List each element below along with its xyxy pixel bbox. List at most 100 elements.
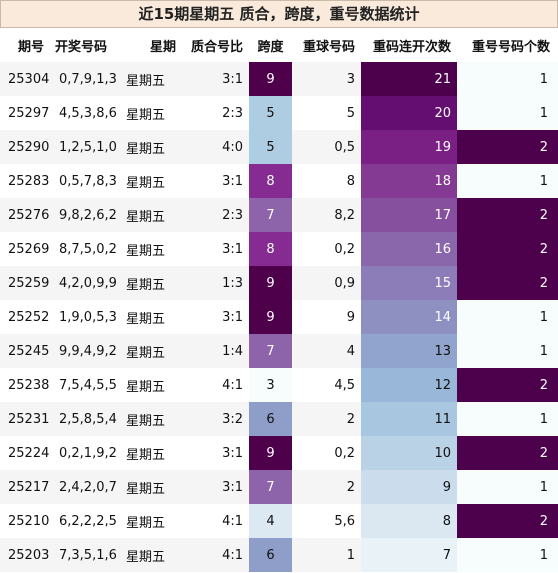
cell-count: 1 (457, 96, 558, 130)
cell-repeat: 5 (346, 105, 355, 121)
cell-span: 7 (249, 470, 292, 504)
table-row: 25304 0,7,9,1,3 星期五 3:1 9 3 21 1 (0, 62, 558, 96)
cell-ratio: 1:4 (180, 334, 249, 368)
cell-ratio: 4:1 (222, 513, 243, 529)
cell-issue: 25224 (8, 445, 50, 461)
cell-numbers: 9,8,2,6,2 (55, 198, 124, 232)
column-header-weekday: 星期 (124, 28, 180, 62)
cell-repeat: 1 (292, 538, 361, 572)
table-row: 25269 8,7,5,0,2 星期五 3:1 8 0,2 16 2 (0, 232, 558, 266)
cell-repeat: 8,2 (292, 198, 361, 232)
cell-ratio: 3:1 (180, 470, 249, 504)
table-row: 25245 9,9,4,9,2 星期五 1:4 7 4 13 1 (0, 334, 558, 368)
cell-repeat: 0,2 (334, 241, 355, 257)
table-row: 25290 1,2,5,1,0 星期五 4:0 5 0,5 19 2 (0, 130, 558, 164)
table-body: 25304 0,7,9,1,3 星期五 3:1 9 3 21 1 25297 4,5,3,8,6 星… (0, 62, 558, 572)
cell-numbers: 4,5,3,8,6 (59, 105, 117, 121)
cell-consecutive: 19 (361, 130, 457, 164)
table-row: 25276 9,8,2,6,2 星期五 2:3 7 8,2 17 2 (0, 198, 558, 232)
cell-numbers: 0,7,9,1,3 (55, 62, 124, 96)
table-row: 25224 0,2,1,9,2 星期五 3:1 9 0,2 10 2 (0, 436, 558, 470)
cell-weekday: 星期五 (126, 515, 166, 531)
cell-count: 1 (457, 62, 558, 96)
cell-span: 5 (249, 96, 292, 130)
cell-consecutive: 12 (361, 368, 457, 402)
table-row: 25283 0,5,7,8,3 星期五 3:1 8 8 18 1 (0, 164, 558, 198)
cell-numbers: 7,5,4,5,5 (59, 377, 117, 393)
cell-consecutive: 13 (361, 334, 457, 368)
cell-issue: 25304 (0, 62, 55, 96)
cell-ratio: 3:1 (222, 309, 243, 325)
cell-numbers: 2,5,8,5,4 (55, 402, 124, 436)
cell-weekday: 星期五 (124, 334, 180, 368)
cell-issue: 25245 (0, 334, 55, 368)
cell-issue: 25203 (0, 538, 55, 572)
cell-issue: 25290 (0, 130, 55, 164)
cell-repeat: 3 (292, 62, 361, 96)
cell-consecutive: 21 (361, 62, 457, 96)
cell-count: 2 (457, 266, 558, 300)
cell-repeat: 0,5 (292, 130, 361, 164)
column-header-issue: 期号 (0, 28, 55, 62)
cell-weekday: 星期五 (124, 402, 180, 436)
cell-repeat: 0,9 (292, 266, 361, 300)
cell-weekday: 星期五 (126, 175, 166, 191)
cell-span: 5 (249, 130, 292, 164)
cell-numbers: 1,9,0,5,3 (59, 309, 117, 325)
cell-repeat: 9 (346, 309, 355, 325)
table-row: 25231 2,5,8,5,4 星期五 3:2 6 2 11 1 (0, 402, 558, 436)
cell-span: 6 (249, 402, 292, 436)
cell-ratio: 2:3 (222, 105, 243, 121)
cell-span: 9 (249, 266, 292, 300)
cell-consecutive: 20 (361, 96, 457, 130)
cell-issue: 25283 (8, 173, 50, 189)
cell-numbers: 9,9,4,9,2 (55, 334, 124, 368)
cell-count: 2 (457, 436, 558, 470)
cell-weekday: 星期五 (126, 311, 166, 327)
cell-consecutive: 9 (361, 470, 457, 504)
column-header-repeat: 重球号码 (292, 28, 361, 62)
cell-count: 1 (457, 164, 558, 198)
column-header-ratio: 质合号比 (180, 28, 249, 62)
table-row: 25297 4,5,3,8,6 星期五 2:3 5 5 20 1 (0, 96, 558, 130)
cell-count: 2 (457, 504, 558, 538)
cell-count: 1 (457, 470, 558, 504)
page-title: 近15期星期五 质合，跨度，重号数据统计 (0, 0, 558, 28)
cell-issue: 25276 (0, 198, 55, 232)
cell-consecutive: 14 (361, 300, 457, 334)
cell-count: 1 (457, 538, 558, 572)
cell-issue: 25238 (8, 377, 50, 393)
table-row: 25203 7,3,5,1,6 星期五 4:1 6 1 7 1 (0, 538, 558, 572)
cell-weekday: 星期五 (124, 130, 180, 164)
cell-consecutive: 15 (361, 266, 457, 300)
cell-repeat: 4,5 (334, 377, 355, 393)
cell-issue: 25217 (0, 470, 55, 504)
cell-ratio: 3:1 (180, 62, 249, 96)
column-header-consecutive: 重码连开次数 (361, 28, 457, 62)
cell-consecutive: 11 (361, 402, 457, 436)
header-row: 期号 开奖号码 星期 质合号比 跨度 重球号码 重码连开次数 重号号码个数 (0, 28, 558, 62)
cell-issue: 25269 (8, 241, 50, 257)
cell-weekday: 星期五 (124, 266, 180, 300)
stats-table: 期号 开奖号码 星期 质合号比 跨度 重球号码 重码连开次数 重号号码个数 25… (0, 28, 558, 572)
cell-span: 6 (249, 538, 292, 572)
cell-repeat: 2 (292, 470, 361, 504)
cell-ratio: 2:3 (180, 198, 249, 232)
cell-span: 7 (249, 334, 292, 368)
cell-repeat: 5,6 (334, 513, 355, 529)
cell-issue: 25231 (0, 402, 55, 436)
cell-ratio: 3:2 (180, 402, 249, 436)
cell-consecutive: 16 (361, 232, 457, 266)
cell-numbers: 2,4,2,0,7 (55, 470, 124, 504)
cell-span: 3 (249, 368, 292, 402)
cell-weekday: 星期五 (126, 447, 166, 463)
cell-count: 1 (457, 300, 558, 334)
cell-consecutive: 8 (361, 504, 457, 538)
cell-numbers: 6,2,2,2,5 (59, 513, 117, 529)
cell-repeat: 8 (346, 173, 355, 189)
cell-count: 2 (457, 198, 558, 232)
cell-consecutive: 18 (361, 164, 457, 198)
cell-span: 4 (249, 504, 292, 538)
cell-repeat: 4 (292, 334, 361, 368)
cell-ratio: 4:0 (180, 130, 249, 164)
